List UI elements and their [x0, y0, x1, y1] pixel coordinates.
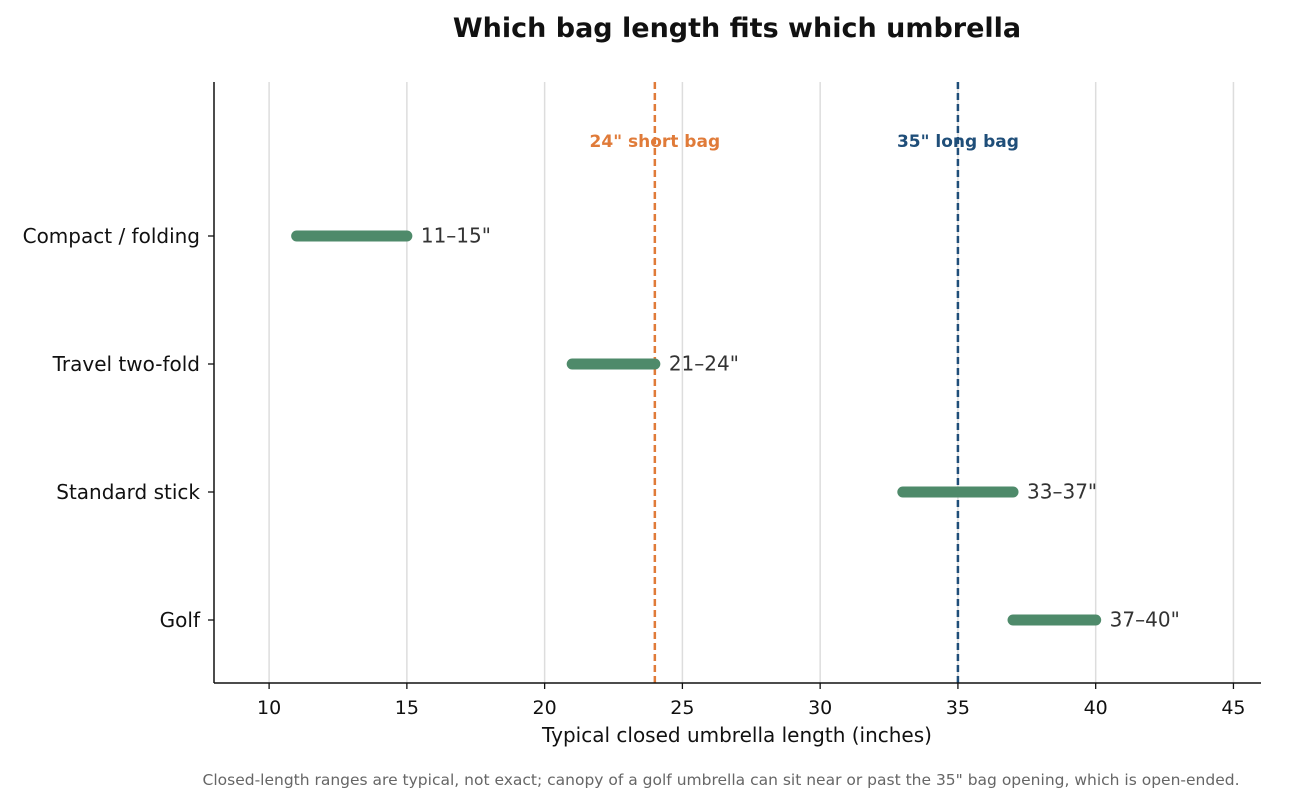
x-tick-label-10: 10 [257, 697, 281, 719]
range-label: 11–15" [421, 224, 491, 248]
x-tick-label-40: 40 [1084, 697, 1108, 719]
reference-label-24: 24" short bag [590, 132, 721, 152]
axes [213, 82, 1261, 684]
reference-lines: 24" short bag 35" long bag [590, 82, 1019, 683]
x-tick-label-45: 45 [1221, 697, 1245, 719]
range-label: 37–40" [1110, 608, 1180, 632]
reference-label-35: 35" long bag [897, 132, 1019, 152]
x-axis-label: Typical closed umbrella length (inches) [541, 723, 932, 747]
x-tick-label-15: 15 [395, 697, 419, 719]
footnote: Closed-length ranges are typical, not ex… [203, 771, 1240, 789]
range-label: 33–37" [1027, 480, 1097, 504]
grid [268, 82, 1235, 683]
x-tick-label-35: 35 [946, 697, 970, 719]
x-ticks: 10 15 20 25 30 35 40 45 [257, 683, 1246, 719]
range-label: 21–24" [669, 352, 739, 376]
y-category-label: Compact / folding [23, 224, 200, 248]
x-tick-label-25: 25 [670, 697, 694, 719]
y-category-label: Golf [160, 608, 201, 632]
x-tick-label-20: 20 [533, 697, 557, 719]
y-category-label: Travel two-fold [52, 352, 200, 376]
y-category-label: Standard stick [56, 480, 200, 504]
chart-title: Which bag length fits which umbrella [453, 13, 1021, 44]
y-categories: Compact / folding Travel two-fold Standard… [23, 224, 214, 632]
range-bars: 11–15" 21–24" 33–37" 37–40" [291, 224, 1180, 632]
x-tick-label-30: 30 [808, 697, 832, 719]
